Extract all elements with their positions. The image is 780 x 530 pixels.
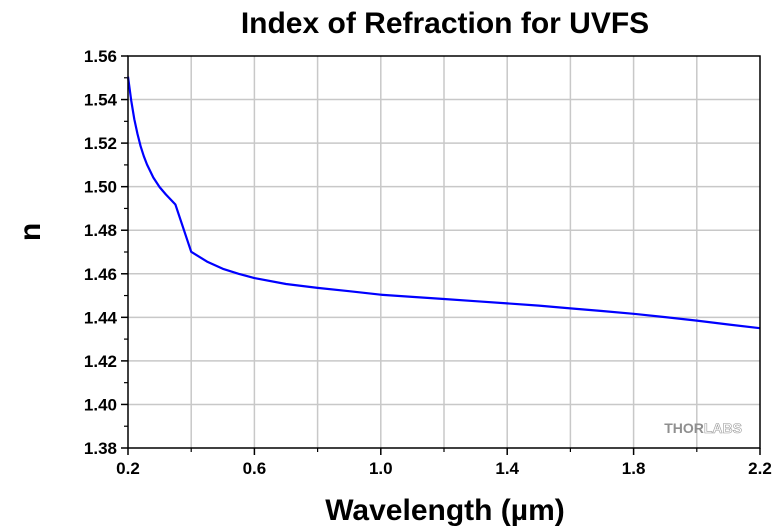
minor-ticks — [124, 77, 698, 452]
x-tick-label: 1.0 — [369, 459, 393, 478]
y-tick-label: 1.42 — [84, 352, 117, 371]
watermark: THORLABS — [664, 420, 742, 436]
y-tick-label: 1.56 — [84, 47, 117, 66]
watermark-labs: LABS — [704, 420, 742, 436]
y-tick-labels: 1.38 1.40 1.42 1.44 1.46 1.48 1.50 1.52 1.54 1.56 — [84, 47, 118, 458]
grid — [128, 56, 760, 448]
x-tick-label: 2.2 — [748, 459, 772, 478]
y-tick-label: 1.52 — [84, 134, 117, 153]
series-line — [126, 76, 761, 330]
x-axis-label: Wavelength (µm) — [325, 494, 565, 527]
series-group — [126, 76, 761, 330]
chart-title: Index of Refraction for UVFS — [241, 7, 649, 40]
y-tick-label: 1.38 — [84, 439, 117, 458]
y-tick-label: 1.44 — [84, 308, 118, 327]
watermark-thor: THOR — [664, 420, 704, 436]
y-tick-label: 1.54 — [84, 91, 118, 110]
x-tick-labels: 0.2 0.6 1.0 1.4 1.8 2.2 — [116, 459, 772, 478]
x-tick-label: 0.2 — [116, 459, 140, 478]
major-ticks — [121, 55, 761, 455]
y-tick-label: 1.50 — [84, 178, 117, 197]
x-tick-label: 0.6 — [243, 459, 267, 478]
y-axis-label: n — [14, 223, 47, 241]
y-tick-label: 1.40 — [84, 395, 117, 414]
x-tick-label: 1.8 — [622, 459, 646, 478]
plot-frame — [127, 55, 761, 449]
y-tick-label: 1.48 — [84, 221, 117, 240]
x-tick-label: 1.4 — [495, 459, 519, 478]
y-tick-label: 1.46 — [84, 265, 117, 284]
